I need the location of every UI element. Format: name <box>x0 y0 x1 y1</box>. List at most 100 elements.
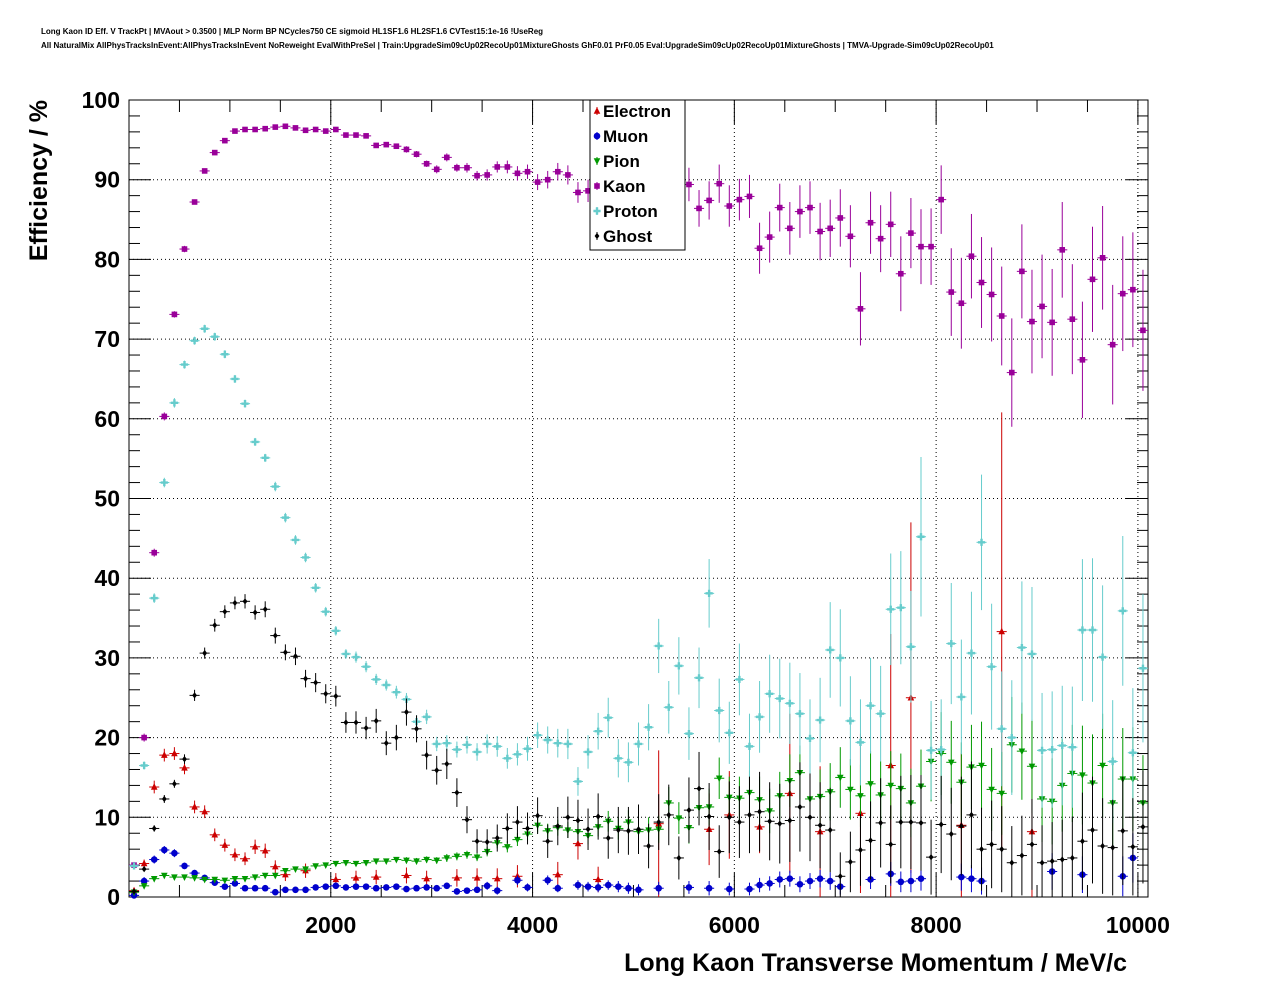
ghost-marker <box>767 818 773 825</box>
kaon-marker <box>1079 357 1086 363</box>
muon-marker <box>171 849 178 857</box>
proton-marker <box>1018 643 1026 652</box>
kaon-marker <box>1069 316 1076 322</box>
proton-marker <box>887 605 895 613</box>
ghost-point <box>643 823 654 869</box>
legend-entry-kaon: Kaon <box>594 177 646 196</box>
kaon-point <box>552 162 563 181</box>
proton-point <box>653 618 664 674</box>
electron-marker <box>473 873 481 881</box>
ghost-marker <box>404 708 409 716</box>
pion-point <box>451 852 462 861</box>
ghost-marker <box>1120 827 1126 835</box>
pion-point <box>391 856 402 864</box>
ghost-point <box>472 829 483 854</box>
pion-marker <box>332 860 340 868</box>
kaon-point <box>895 236 906 312</box>
proton-marker <box>594 727 602 735</box>
kaon-marker <box>1008 369 1015 376</box>
muon-marker <box>463 887 471 894</box>
ghost-marker <box>1100 842 1105 850</box>
ghost-point <box>330 685 341 707</box>
proton-marker <box>937 745 945 754</box>
ghost-point <box>976 807 987 891</box>
proton-marker <box>1139 664 1147 672</box>
ghost-marker <box>565 814 571 821</box>
proton-marker <box>1048 745 1056 754</box>
muon-marker <box>312 884 319 891</box>
electron-marker <box>594 875 602 883</box>
muon-point <box>754 877 765 893</box>
pion-marker <box>857 793 864 800</box>
proton-point <box>633 722 644 766</box>
ghost-point <box>239 594 251 609</box>
pion-point <box>179 874 190 881</box>
kaon-marker <box>918 243 924 250</box>
electron-point <box>421 870 432 887</box>
proton-marker <box>513 750 522 758</box>
ghost-point <box>1077 792 1088 890</box>
kaon-marker <box>302 127 309 134</box>
pion-marker <box>867 781 874 788</box>
pion-point <box>300 866 311 874</box>
proton-point <box>865 657 876 754</box>
pion-point <box>1026 719 1038 814</box>
ghost-marker <box>504 825 510 832</box>
muon-point <box>804 873 816 890</box>
proton-point <box>835 609 846 707</box>
pion-marker <box>1079 772 1086 779</box>
kaon-marker <box>161 413 168 420</box>
muon-point <box>613 881 624 893</box>
ghost-point <box>219 605 230 619</box>
electron-point <box>199 805 210 819</box>
kaon-marker <box>544 176 551 183</box>
proton-point <box>956 639 967 755</box>
pion-marker <box>261 872 269 880</box>
kaon-point <box>472 170 483 181</box>
proton-marker <box>190 337 199 345</box>
pion-marker <box>998 790 1006 798</box>
ghost-point <box>1037 825 1048 897</box>
ghost-marker <box>172 780 177 788</box>
ghost-marker <box>626 827 631 835</box>
legend-marker-kaon <box>594 183 600 189</box>
proton-point <box>260 453 271 462</box>
proton-marker <box>211 333 219 341</box>
proton-point <box>239 399 251 408</box>
muon-point <box>431 884 442 892</box>
pion-point <box>260 872 271 880</box>
muon-point <box>572 880 584 890</box>
muon-marker <box>625 884 632 892</box>
proton-point <box>895 551 906 665</box>
pion-marker <box>463 852 471 859</box>
ghost-point <box>966 761 977 869</box>
kaon-point <box>169 311 180 318</box>
kaon-point <box>330 126 341 133</box>
x-tick-label: 2000 <box>305 912 356 938</box>
kaon-marker <box>262 125 269 132</box>
proton-point <box>451 741 462 758</box>
ghost-point <box>835 852 846 897</box>
pion-point <box>835 747 846 808</box>
electron-marker <box>493 874 501 882</box>
proton-point <box>704 559 715 628</box>
legend-marker-electron <box>593 107 601 114</box>
muon-marker <box>241 884 249 892</box>
pion-point <box>199 876 210 884</box>
ghost-marker <box>716 848 722 855</box>
proton-point <box>623 742 634 783</box>
pion-marker <box>282 867 289 875</box>
electron-marker <box>352 873 360 881</box>
ghost-point <box>381 731 392 756</box>
ghost-point <box>764 782 775 861</box>
ghost-point <box>905 775 916 870</box>
muon-point <box>744 882 755 896</box>
muon-point <box>472 886 483 894</box>
proton-point <box>300 552 311 563</box>
y-tick-label: 80 <box>94 246 120 272</box>
ghost-point <box>512 806 523 839</box>
proton-point <box>381 679 392 691</box>
ghost-marker <box>474 838 480 845</box>
electron-marker <box>140 859 148 867</box>
ghost-marker <box>414 725 419 733</box>
